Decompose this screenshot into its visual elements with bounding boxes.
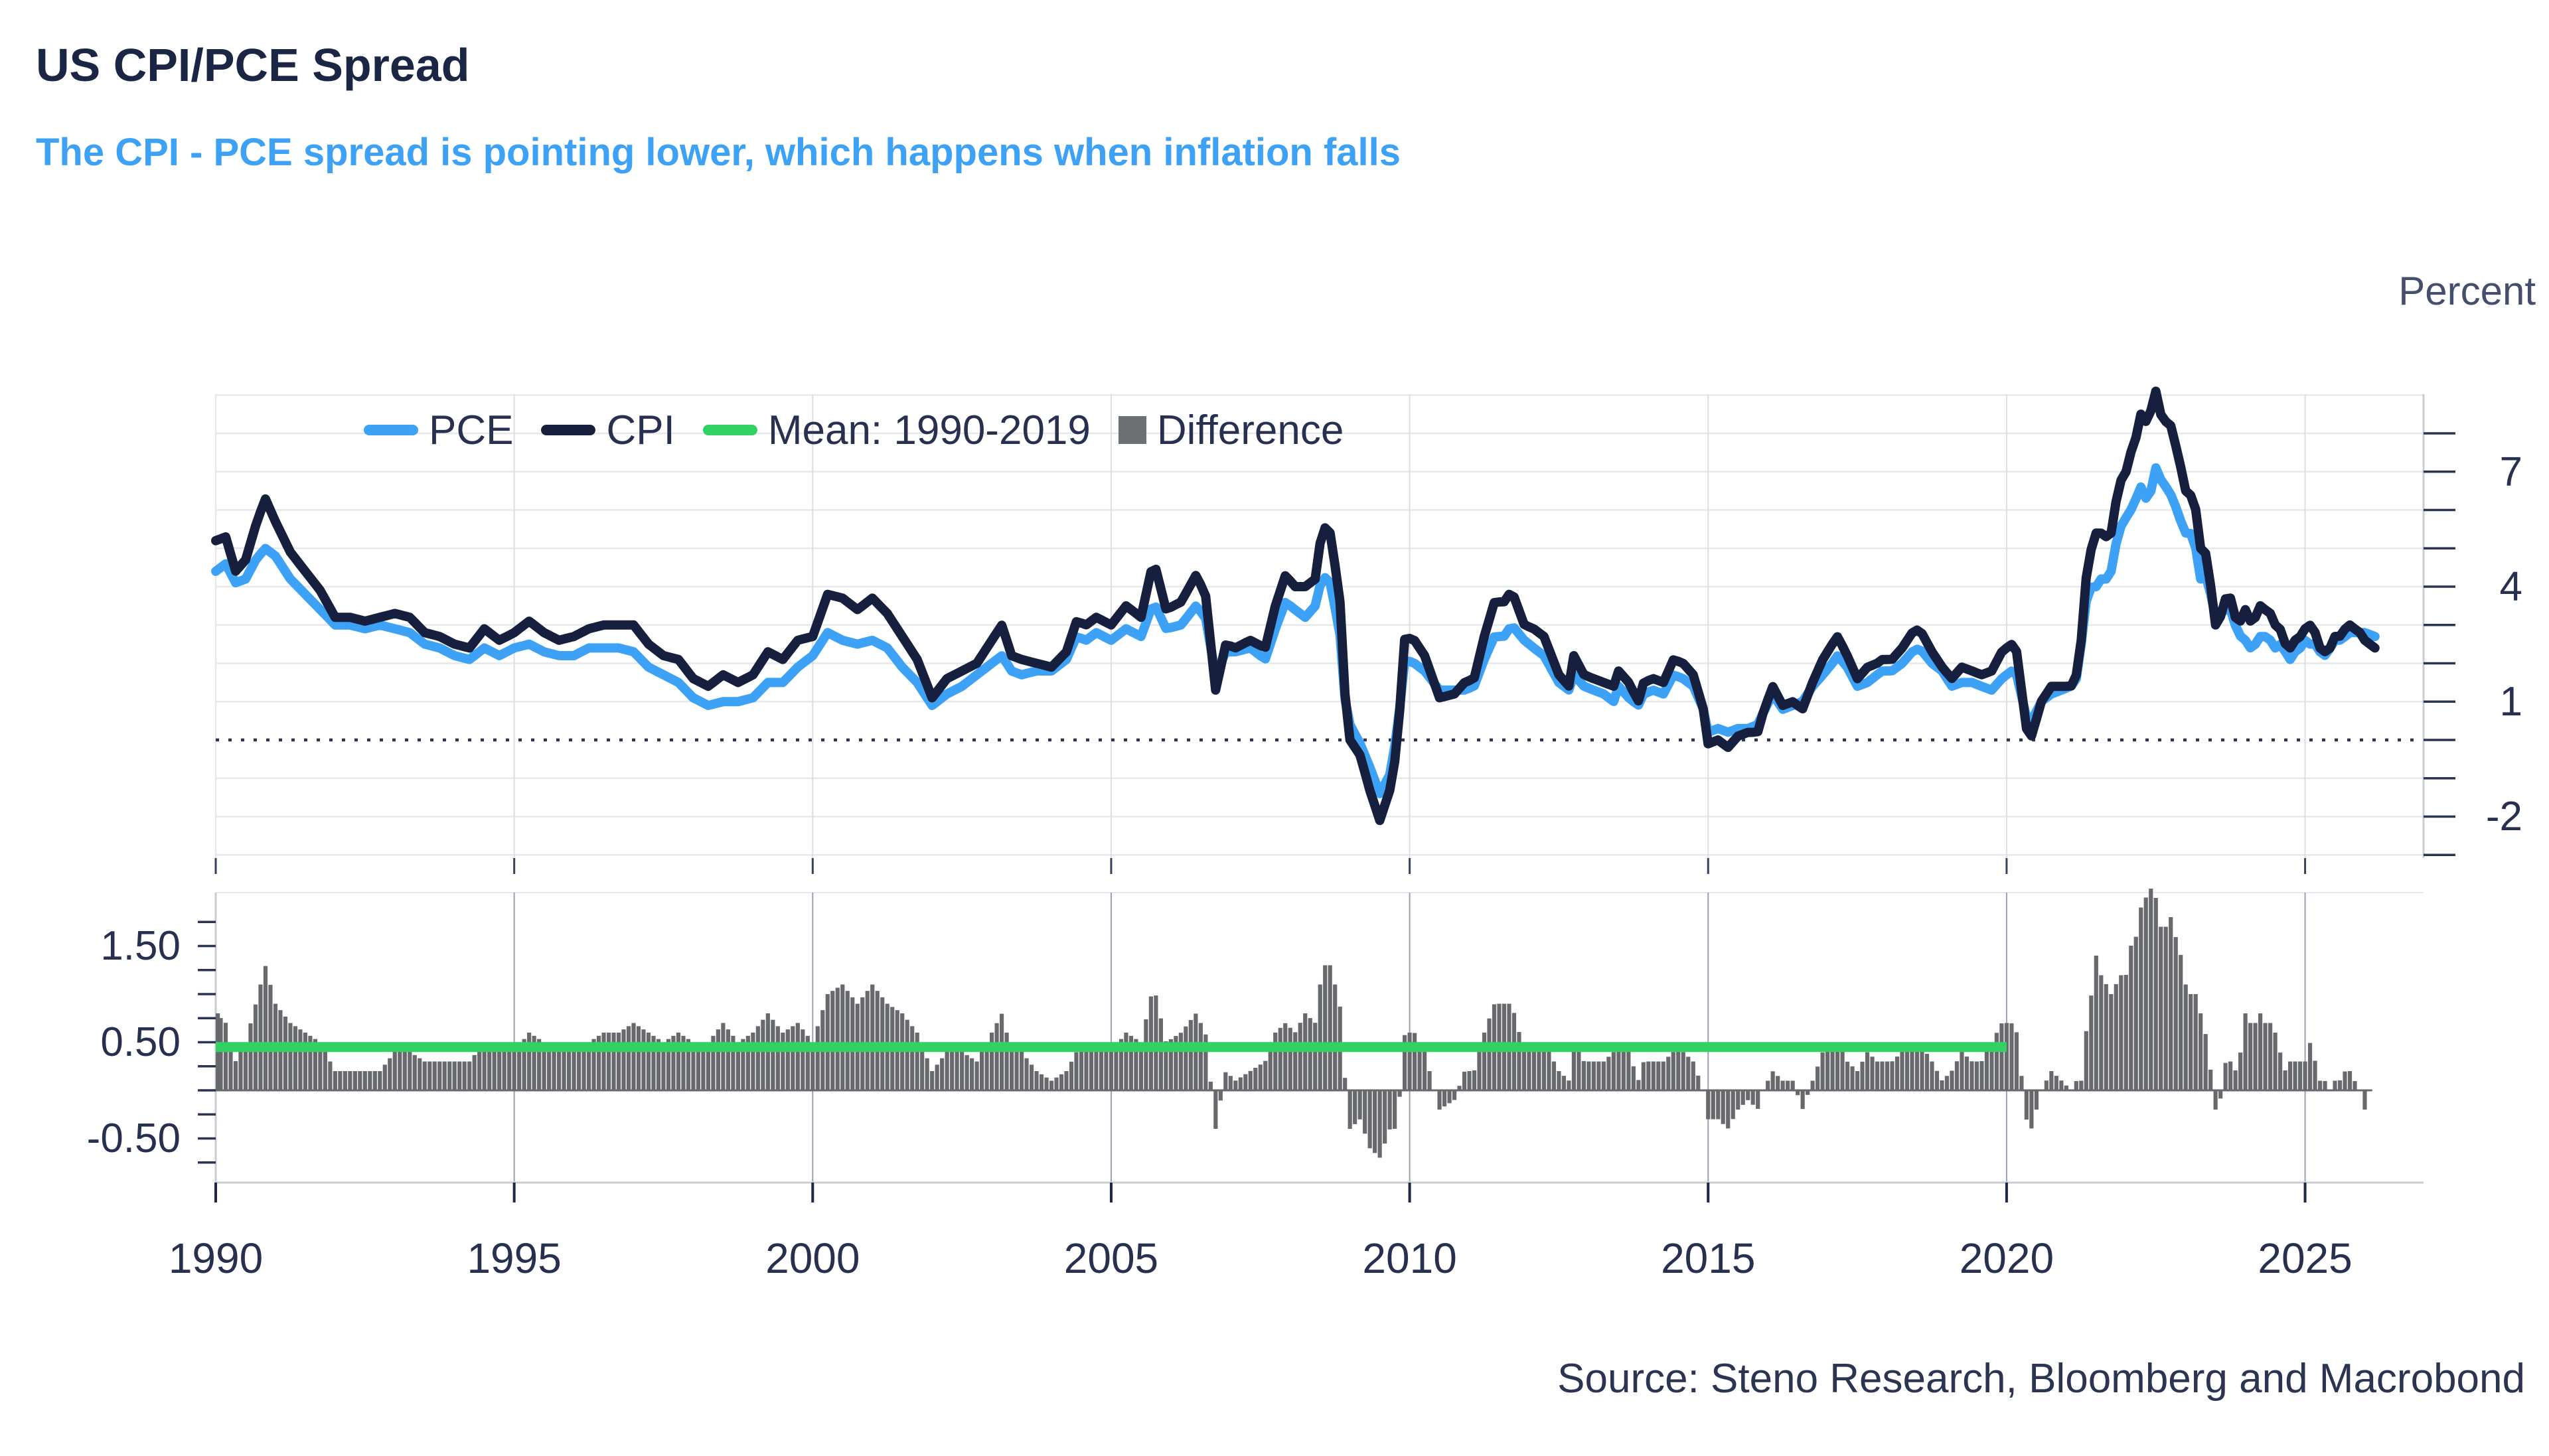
mean-swatch-icon <box>702 425 757 435</box>
x-tick-label: 1995 <box>467 1234 561 1282</box>
bottom-y-tick-label: 1.50 <box>100 923 181 969</box>
cpi-line <box>211 386 2380 826</box>
x-axis: 1990 1995 2000 2005 2010 2015 2020 2025 <box>169 1181 2424 1282</box>
bottom-panel-left-axis: 1.50 0.50 -0.50 <box>87 893 217 1183</box>
top-y-tick-label: 7 <box>2500 449 2522 494</box>
chart-subtitle: The CPI - PCE spread is pointing lower, … <box>36 131 1401 174</box>
legend-label-cpi: CPI <box>606 407 675 453</box>
x-tick-label: 1990 <box>169 1234 263 1282</box>
x-tick-label: 2000 <box>765 1234 860 1282</box>
pce-swatch-icon <box>364 425 418 435</box>
x-tick-label: 2025 <box>2258 1234 2352 1282</box>
difference-bars <box>216 889 2372 1158</box>
legend-item-pce: PCE <box>364 407 513 454</box>
difference-swatch-icon <box>1118 416 1146 444</box>
legend-item-difference: Difference <box>1118 407 1344 454</box>
x-tick-label: 2015 <box>1661 1234 1755 1282</box>
legend: PCE CPI Mean: 1990-2019 Difference <box>364 405 1344 455</box>
top-y-tick-label: -2 <box>2486 794 2522 839</box>
bottom-y-tick-label: -0.50 <box>87 1116 181 1161</box>
top-y-tick-label: 1 <box>2500 679 2522 725</box>
top-panel-gridlines <box>214 394 2424 858</box>
legend-label-difference: Difference <box>1156 407 1344 453</box>
legend-label-pce: PCE <box>429 407 514 453</box>
cpi-swatch-icon <box>541 425 596 435</box>
bottom-y-tick-label: 0.50 <box>100 1019 181 1065</box>
top-y-tick-label: 4 <box>2500 564 2522 610</box>
x-tick-label: 2005 <box>1064 1234 1158 1282</box>
top-panel-right-axis: 7 4 1 -2 <box>214 394 2522 874</box>
source-text: Source: Steno Research, Bloomberg and Ma… <box>1557 1356 2525 1402</box>
y-axis-unit-label: Percent <box>2398 269 2536 313</box>
x-tick-label: 2010 <box>1362 1234 1456 1282</box>
x-tick-label: 2020 <box>1960 1234 2054 1282</box>
bottom-panel-gridlines <box>216 892 2424 1183</box>
legend-item-cpi: CPI <box>541 407 675 454</box>
chart-title: US CPI/PCE Spread <box>36 39 470 91</box>
legend-item-mean: Mean: 1990-2019 <box>702 407 1091 454</box>
legend-label-mean: Mean: 1990-2019 <box>767 407 1091 453</box>
